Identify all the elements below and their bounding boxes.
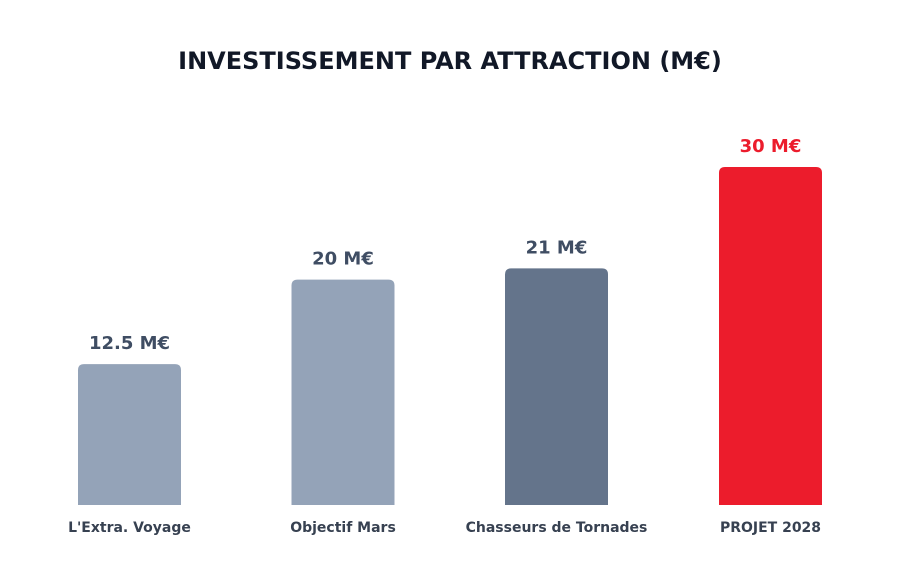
bar bbox=[719, 167, 822, 505]
bar bbox=[505, 268, 608, 505]
data-label: 12.5 M€ bbox=[89, 333, 170, 354]
data-label: 20 M€ bbox=[312, 249, 374, 270]
bar bbox=[291, 279, 395, 505]
category-label: Chasseurs de Tornades bbox=[466, 520, 648, 536]
data-label: 21 M€ bbox=[526, 237, 588, 258]
bar bbox=[78, 364, 181, 505]
category-label: L'Extra. Voyage bbox=[68, 520, 191, 536]
category-label: Objectif Mars bbox=[290, 520, 396, 536]
chart-title: INVESTISSEMENT PAR ATTRACTION (M€) bbox=[178, 47, 722, 75]
category-label: PROJET 2028 bbox=[720, 520, 821, 536]
data-label: 30 M€ bbox=[740, 136, 802, 157]
